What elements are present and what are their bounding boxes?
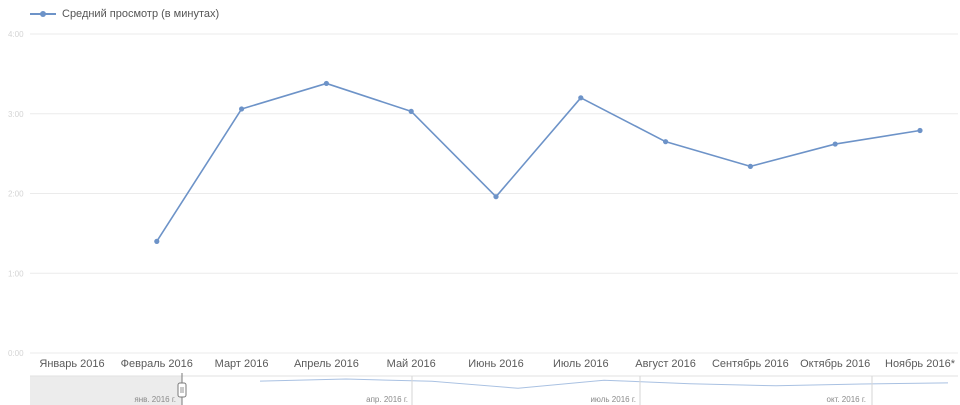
data-point (408, 108, 414, 114)
x-tick-label: Сентябрь 2016 (712, 358, 789, 370)
data-point (832, 141, 838, 147)
data-point (239, 106, 245, 112)
x-tick-label: Апрель 2016 (294, 358, 359, 370)
handle-grip-icon (177, 382, 187, 398)
series-line-layer (156, 82, 921, 242)
navigator-tick-label: янв. 2016 г. (134, 395, 176, 404)
series-line (156, 82, 921, 242)
range-navigator[interactable]: янв. 2016 г. апр. 2016 г. июль 2016 г. окт.… (30, 373, 958, 405)
x-tick-label: Июнь 2016 (468, 358, 524, 370)
x-tick-label: Февраль 2016 (121, 358, 193, 370)
y-tick-label: 0:00 (8, 349, 24, 358)
y-tick-label: 2:00 (8, 190, 24, 199)
data-point (917, 127, 923, 134)
x-tick-label: Май 2016 (387, 358, 436, 370)
y-tick-label: 3:00 (8, 110, 24, 119)
y-axis-ticks: 0:00 1:00 2:00 3:00 4:00 (8, 30, 24, 358)
navigator-shaded-range (30, 376, 182, 405)
navigator-range-handle[interactable] (177, 373, 187, 405)
gridlines (30, 33, 958, 354)
legend-series-label: Средний просмотр (в минутах) (62, 8, 220, 20)
data-point (578, 95, 584, 101)
data-point (747, 163, 754, 169)
legend-line-marker-icon (30, 9, 56, 19)
x-tick-label: Август 2016 (635, 358, 696, 370)
data-point (154, 238, 160, 244)
x-axis-ticks: Январь 2016 Февраль 2016 Март 2016 Апрель 2… (39, 358, 955, 370)
data-point (493, 194, 499, 200)
x-tick-label: Ноябрь 2016* (885, 358, 956, 370)
x-tick-label: Март 2016 (215, 358, 269, 370)
navigator-overview-line (259, 378, 949, 389)
navigator-tick-label: апр. 2016 г. (366, 395, 408, 404)
y-tick-label: 4:00 (8, 30, 24, 39)
data-point (663, 139, 669, 145)
navigator-tick-label: окт. 2016 г. (827, 395, 866, 404)
navigator-tick-label: июль 2016 г. (590, 395, 636, 404)
series-points-layer (154, 80, 923, 244)
data-point (323, 80, 329, 87)
x-tick-label: Октябрь 2016 (800, 358, 870, 370)
y-tick-label: 1:00 (8, 269, 24, 278)
chart-legend[interactable]: Средний просмотр (в минутах) (30, 8, 219, 20)
x-tick-label: Июль 2016 (553, 358, 609, 370)
x-tick-label: Январь 2016 (39, 358, 104, 370)
